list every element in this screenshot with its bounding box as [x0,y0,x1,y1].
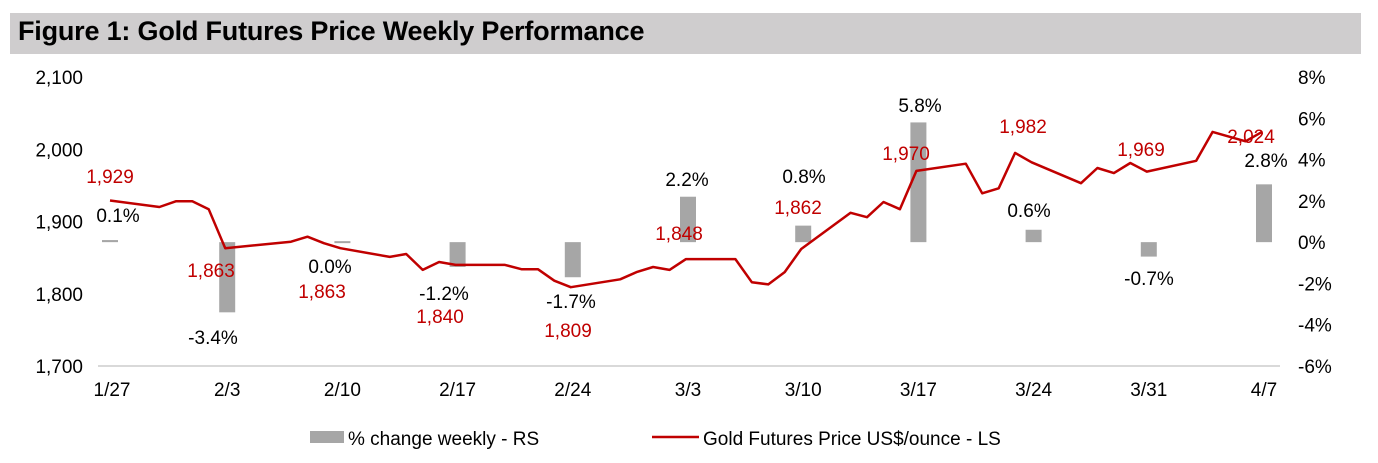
line-series [109,130,1263,289]
x-axis-tick-label: 2/17 [439,380,476,401]
x-axis-tick-label: 1/27 [94,380,131,401]
x-axis-tick-label: 2/3 [214,380,240,401]
price-data-label: 2,024 [1227,127,1275,148]
price-data-label: 1,863 [298,282,346,303]
bar [564,242,581,278]
price-data-label: 1,982 [999,117,1047,138]
bar-data-label: 2.8% [1244,151,1287,172]
gold-price-line [109,130,1263,289]
right-axis-tick-label: 4% [1298,151,1326,172]
price-data-label: 1,970 [882,144,930,165]
bar [449,242,466,267]
price-data-label: 1,809 [544,321,592,342]
bar [102,240,118,243]
bar-data-label: 2.2% [665,170,708,191]
x-axis-tick-label: 2/10 [324,380,361,401]
x-axis-tick-label: 3/17 [900,380,937,401]
price-data-label: 1,863 [187,261,235,282]
x-axis-tick-label: 4/7 [1251,380,1277,401]
bar-data-label: -0.7% [1124,269,1174,290]
price-data-label: 1,929 [86,167,134,188]
right-axis-tick-label: 2% [1298,192,1326,213]
left-axis-tick-label: 1,800 [35,285,83,306]
figure-title-band: Figure 1: Gold Futures Price Weekly Perf… [10,13,1361,54]
bar-data-label: 0.6% [1007,201,1050,222]
bar-data-labels: 0.1% -3.4% 0.0% -1.2% -1.7% 2.2% 0.8% 5.8% 0.6% -… [96,96,1287,349]
bar-data-label: 0.1% [96,206,139,227]
bar [795,225,812,243]
x-axis-tick-label: 3/3 [675,380,701,401]
bar [1256,184,1272,243]
price-data-label: 1,848 [655,224,703,245]
left-axis: 1,700 1,800 1,900 2,000 2,100 [35,68,83,378]
legend-label-bar: % change weekly - RS [348,429,539,450]
bar-data-label: 0.8% [782,167,825,188]
left-axis-tick-label: 2,100 [35,68,83,89]
legend-label-line: Gold Futures Price US$/ounce - LS [703,429,1001,450]
bar-data-label: 5.8% [898,96,941,117]
bar [910,122,927,243]
bar [1140,242,1157,257]
x-axis-tick-label: 3/10 [785,380,822,401]
legend-swatch-bar [310,431,344,443]
bar-data-label: -1.7% [546,292,596,313]
figure-title: Figure 1: Gold Futures Price Weekly Perf… [18,16,645,46]
right-axis: -6% -4% -2% 0% 2% 4% 6% 8% [1298,68,1332,378]
x-axis-tick-label: 3/31 [1130,380,1167,401]
bar [680,196,696,243]
price-data-label: 1,969 [1117,140,1165,161]
right-axis-tick-label: -2% [1298,274,1332,295]
left-axis-tick-label: 1,700 [35,357,83,378]
price-data-labels: 1,929 1,863 1,863 1,840 1,809 1,848 1,862 1,970… [86,117,1275,342]
price-data-label: 1,840 [416,307,464,328]
bar-data-label: -1.2% [419,284,469,305]
left-axis-tick-label: 1,900 [35,213,83,234]
x-axis-tick-label: 3/24 [1015,380,1052,401]
right-axis-tick-label: -6% [1298,357,1332,378]
right-axis-tick-label: 0% [1298,233,1326,254]
legend: % change weekly - RS Gold Futures Price … [310,429,1001,450]
x-axis: 1/27 2/3 2/10 2/17 2/24 3/3 3/10 3/17 3/24 3/31 4/… [94,380,1278,401]
left-axis-tick-label: 2,000 [35,140,83,161]
right-axis-tick-label: -4% [1298,316,1332,337]
bar [219,242,236,313]
bar-data-label: 0.0% [308,257,351,278]
bar-series [102,122,1272,313]
right-axis-tick-label: 8% [1298,68,1326,89]
bar-data-label: -3.4% [188,328,238,349]
x-axis-tick-label: 2/24 [554,380,591,401]
right-axis-tick-label: 6% [1298,109,1326,130]
price-data-label: 1,862 [774,198,822,219]
bar [334,241,351,244]
bar [1025,229,1042,243]
